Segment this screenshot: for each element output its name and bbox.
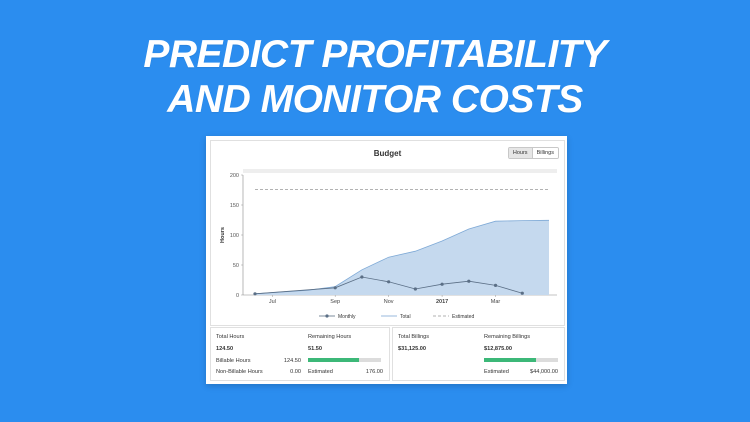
estimated-hours-label: Estimated xyxy=(308,369,333,375)
x-tick-label: Sep xyxy=(330,299,340,305)
monthly-point xyxy=(253,292,257,296)
remaining-hours-value: 51.50 xyxy=(308,346,322,352)
budget-chart-card: 0 50 100 150 200 Hours Jul Sep Nov 2017 Mar Monthly… xyxy=(210,140,565,326)
legend-total-label: Total xyxy=(400,314,411,320)
total-area xyxy=(255,220,549,295)
monthly-point xyxy=(467,279,471,283)
total-billings-label: Total Billings xyxy=(398,334,430,340)
x-tick-label: Mar xyxy=(491,299,501,305)
toggle-billings-button[interactable]: Billings xyxy=(532,148,558,158)
monthly-point xyxy=(493,283,498,287)
y-axis-label: Hours xyxy=(220,227,226,243)
legend-estimated-label: Estimated xyxy=(452,314,474,320)
monthly-point xyxy=(440,282,444,286)
total-hours-value: 124.50 xyxy=(216,346,234,352)
monthly-point xyxy=(387,280,391,284)
remaining-billings-label: Remaining Billings xyxy=(484,334,531,340)
hours-summary: Total Hours 124.50 Billable Hours 124.50… xyxy=(210,327,390,381)
y-tick-label: 50 xyxy=(233,263,239,269)
estimated-hours-value: 176.00 xyxy=(365,369,383,375)
remaining-billings-progress xyxy=(484,358,558,362)
headline-line-1: PREDICT PROFITABILITY xyxy=(143,33,607,76)
view-toggle: Hours Billings xyxy=(507,147,559,159)
remaining-billings-progress-fill xyxy=(484,358,536,362)
y-tick-label: 100 xyxy=(230,233,239,239)
budget-panel: 0 50 100 150 200 Hours Jul Sep Nov 2017 Mar Monthly… xyxy=(206,136,567,384)
x-tick-label: 2017 xyxy=(436,299,448,305)
monthly-point xyxy=(360,275,364,279)
budget-chart: 0 50 100 150 200 Hours Jul Sep Nov 2017 Mar Monthly… xyxy=(220,169,557,320)
y-tick-label: 150 xyxy=(230,203,239,209)
navigator-strip xyxy=(243,169,557,173)
monthly-point xyxy=(333,286,337,290)
remaining-hours-progress xyxy=(308,358,381,362)
legend-monthly-marker xyxy=(325,314,329,318)
total-billings-value: $31,125.00 xyxy=(398,346,426,352)
chart-title: Budget xyxy=(373,149,402,158)
total-hours-label: Total Hours xyxy=(216,334,245,340)
estimated-billings-label: Estimated xyxy=(484,369,509,375)
remaining-hours-label: Remaining Hours xyxy=(308,334,352,340)
nonbillable-hours-label: Non-Billable Hours xyxy=(216,369,263,375)
billable-hours-label: Billable Hours xyxy=(216,358,251,364)
y-tick-label: 0 xyxy=(236,293,239,299)
monthly-point xyxy=(413,287,417,291)
y-tick-label: 200 xyxy=(230,173,239,179)
toggle-hours-button[interactable]: Hours xyxy=(508,148,533,158)
nonbillable-hours-value: 0.00 xyxy=(290,369,301,375)
remaining-billings-value: $12,875.00 xyxy=(484,346,512,352)
x-tick-label: Nov xyxy=(384,299,394,305)
billable-hours-value: 124.50 xyxy=(283,358,301,364)
remaining-hours-progress-fill xyxy=(308,358,360,362)
estimated-billings-value: $44,000.00 xyxy=(530,369,558,375)
monthly-point xyxy=(520,291,524,295)
legend-monthly-label: Monthly xyxy=(338,314,356,320)
headline-line-2: AND MONITOR COSTS xyxy=(167,78,583,121)
x-tick-label: Jul xyxy=(269,299,276,305)
billings-summary: Total Billings $31,125.00 Remaining Bill… xyxy=(392,327,565,381)
